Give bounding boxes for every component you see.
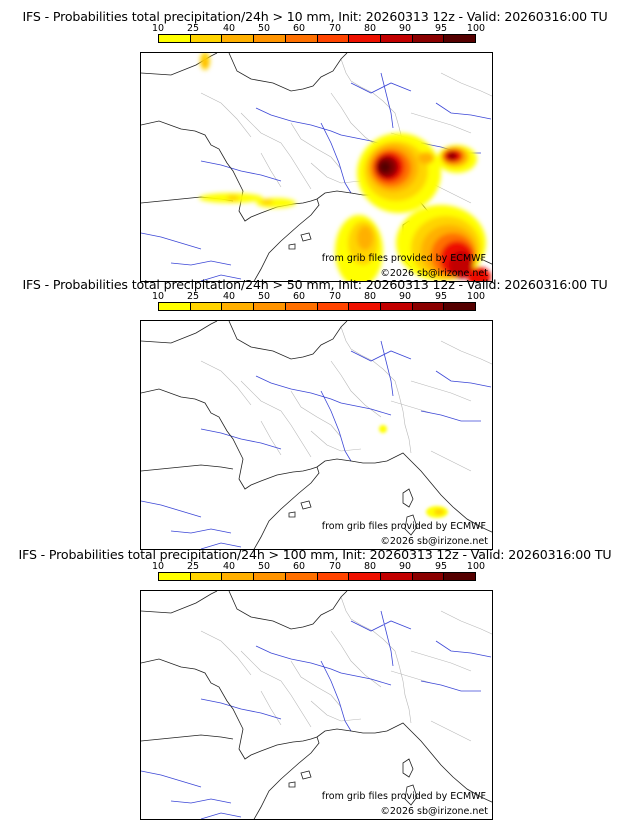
rivers	[141, 610, 492, 819]
colorbar-cell	[159, 573, 191, 580]
colorbar-tick: 40	[222, 561, 236, 572]
precip-overlay	[379, 425, 448, 518]
basemap	[141, 591, 492, 819]
colorbar-tick: 50	[257, 23, 271, 34]
colorbar-cell	[444, 573, 476, 580]
colorbar-tick: 50	[257, 291, 271, 302]
colorbar-tick: 40	[222, 291, 236, 302]
colorbar-tick: 100	[466, 561, 486, 572]
colorbar-tick: 80	[363, 561, 377, 572]
panel-100mm: IFS - Probabilities total precipitation/…	[0, 548, 630, 824]
credit-copyright: ©2026 sb@irizone.net	[380, 536, 488, 547]
colorbar-cell	[190, 573, 223, 580]
credit-copyright: ©2026 sb@irizone.net	[380, 806, 488, 817]
colorbar-cell	[317, 303, 350, 310]
colorbar-cell	[159, 303, 191, 310]
panel-50mm: IFS - Probabilities total precipitation/…	[0, 278, 630, 554]
borders	[200, 326, 492, 472]
credit-grib: from grib files provided by ECMWF	[321, 253, 486, 264]
colorbar-labels: 10 25 40 50 60 70 80 90 95 100	[152, 561, 485, 572]
colorbar-cell	[349, 303, 381, 310]
precip-overlay	[199, 53, 491, 281]
colorbar-cell	[412, 573, 445, 580]
colorbar-tick: 70	[328, 23, 342, 34]
colorbar-tick: 90	[398, 23, 412, 34]
colorbar-tick: 25	[186, 561, 200, 572]
colorbar-cell	[349, 35, 381, 42]
colorbar-cell	[190, 303, 223, 310]
panel-10mm: IFS - Probabilities total precipitation/…	[0, 10, 630, 286]
colorbar-tick: 100	[466, 291, 486, 302]
coastline	[141, 321, 492, 549]
probability-map: from grib files provided by ECMWF ©2026 …	[140, 320, 493, 550]
rivers	[141, 340, 492, 549]
colorbar-cell	[380, 573, 413, 580]
colorbar	[158, 572, 476, 581]
colorbar-tick: 95	[434, 23, 448, 34]
colorbar-cell	[412, 303, 445, 310]
colorbar-tick: 95	[434, 561, 448, 572]
colorbar-cell	[444, 303, 476, 310]
colorbar-tick: 90	[398, 291, 412, 302]
colorbar-tick: 100	[466, 23, 486, 34]
colorbar-cell	[444, 35, 476, 42]
colorbar-cell	[349, 573, 381, 580]
colorbar-tick: 80	[363, 23, 377, 34]
colorbar-cell	[285, 35, 318, 42]
credit-copyright: ©2026 sb@irizone.net	[380, 268, 488, 279]
colorbar	[158, 34, 476, 43]
colorbar-cell	[254, 573, 286, 580]
colorbar-tick: 80	[363, 291, 377, 302]
colorbar-cell	[317, 573, 350, 580]
colorbar-tick: 95	[434, 291, 448, 302]
colorbar-cell	[285, 573, 318, 580]
islands	[288, 488, 418, 536]
colorbar-labels: 10 25 40 50 60 70 80 90 95 100	[152, 23, 485, 34]
probability-map: from grib files provided by ECMWF ©2026 …	[140, 52, 493, 282]
colorbar-cell	[412, 35, 445, 42]
colorbar-cell	[380, 35, 413, 42]
colorbar-tick: 10	[151, 561, 165, 572]
colorbar-cell	[380, 303, 413, 310]
probability-map: from grib files provided by ECMWF ©2026 …	[140, 590, 493, 820]
colorbar-tick: 25	[186, 291, 200, 302]
colorbar-cell	[222, 35, 255, 42]
colorbar-tick: 70	[328, 561, 342, 572]
colorbar	[158, 302, 476, 311]
colorbar-cell	[285, 303, 318, 310]
basemap	[141, 321, 492, 549]
colorbar-tick: 10	[151, 291, 165, 302]
coastline	[141, 53, 492, 281]
colorbar-tick: 50	[257, 561, 271, 572]
colorbar-tick: 60	[292, 291, 306, 302]
colorbar-tick: 40	[222, 23, 236, 34]
panel-title: IFS - Probabilities total precipitation/…	[22, 9, 608, 24]
colorbar-cell	[317, 35, 350, 42]
colorbar-cell	[222, 303, 255, 310]
colorbar-tick: 25	[186, 23, 200, 34]
colorbar-tick: 60	[292, 561, 306, 572]
colorbar-cell	[159, 35, 191, 42]
colorbar-tick: 70	[328, 291, 342, 302]
colorbar-cell	[190, 35, 223, 42]
colorbar-tick: 10	[151, 23, 165, 34]
coastline	[141, 591, 492, 819]
borders	[200, 596, 492, 742]
islands	[288, 758, 418, 806]
colorbar-cell	[254, 35, 286, 42]
credit-grib: from grib files provided by ECMWF	[321, 521, 486, 532]
colorbar-tick: 60	[292, 23, 306, 34]
colorbar-cell	[254, 303, 286, 310]
panel-title: IFS - Probabilities total precipitation/…	[18, 547, 612, 562]
rivers	[141, 72, 492, 281]
panel-title: IFS - Probabilities total precipitation/…	[22, 277, 608, 292]
colorbar-cell	[222, 573, 255, 580]
colorbar-tick: 90	[398, 561, 412, 572]
colorbar-labels: 10 25 40 50 60 70 80 90 95 100	[152, 291, 485, 302]
credit-grib: from grib files provided by ECMWF	[321, 791, 486, 802]
